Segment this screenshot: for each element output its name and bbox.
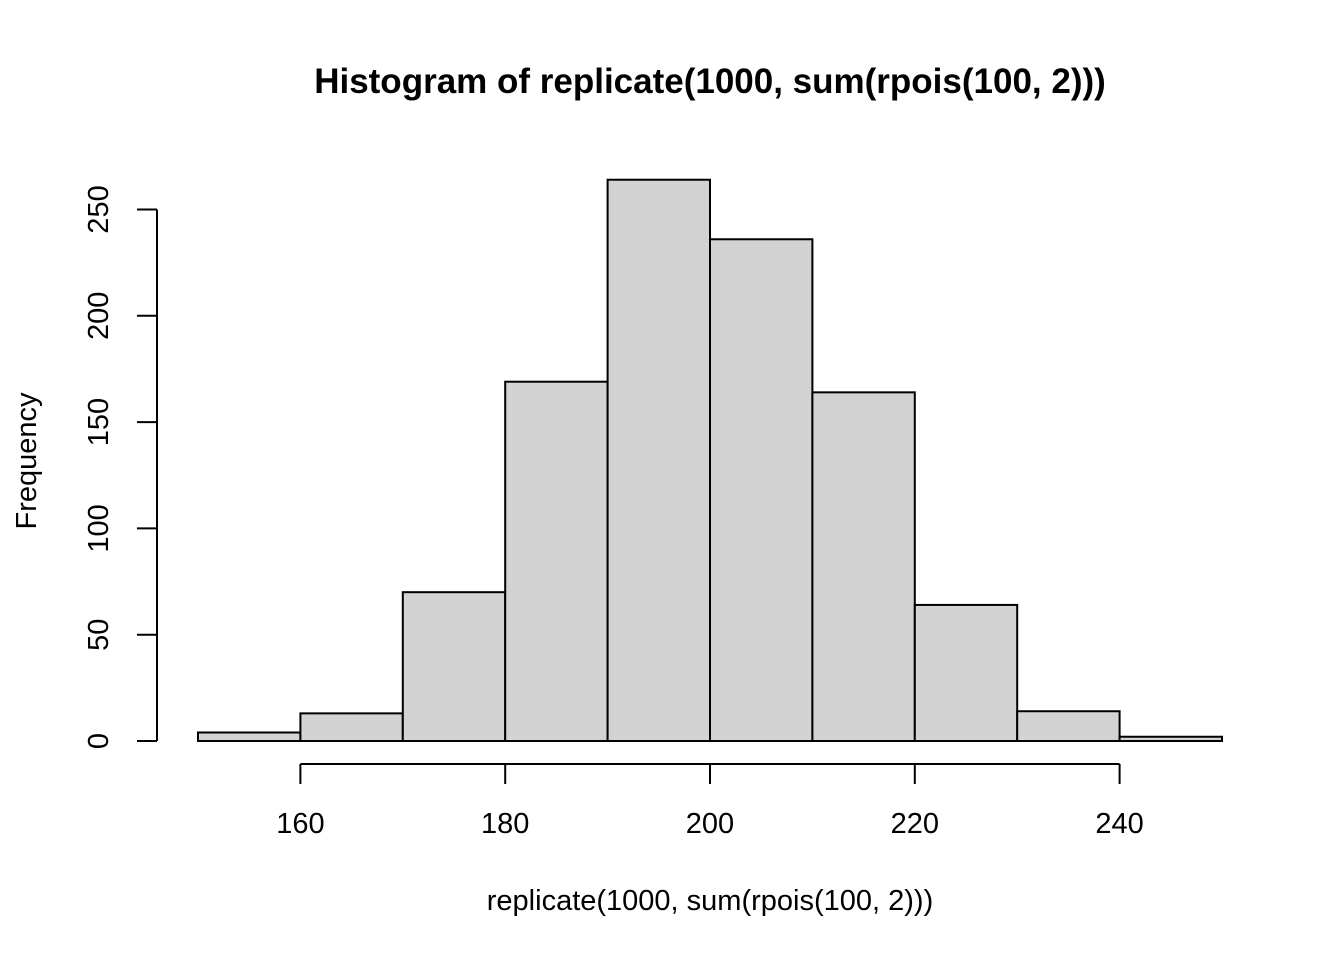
histogram-bar xyxy=(504,380,609,742)
x-tick-label: 240 xyxy=(1095,808,1143,840)
histogram-bar xyxy=(811,391,916,742)
y-tick-label: 150 xyxy=(83,398,115,446)
x-axis: 160 180 200 220 240 xyxy=(276,763,1144,840)
histogram-bars xyxy=(197,178,1223,743)
y-tick-label: 0 xyxy=(83,733,115,749)
x-tick-label: 160 xyxy=(276,808,324,840)
x-tick-label: 220 xyxy=(891,808,939,840)
chart-title: Histogram of replicate(1000, sum(rpois(1… xyxy=(314,62,1106,101)
histogram-bar xyxy=(709,238,814,742)
y-axis: 0 50 100 150 200 250 xyxy=(83,185,158,749)
y-tick-label: 100 xyxy=(83,504,115,552)
histogram-bar xyxy=(401,591,507,742)
histogram-bar xyxy=(1016,710,1121,743)
y-tick-label: 50 xyxy=(83,619,115,651)
histogram-bar xyxy=(913,603,1019,742)
histogram-bar xyxy=(197,731,302,742)
y-tick-label: 200 xyxy=(83,292,115,340)
y-axis-label: Frequency xyxy=(11,392,43,530)
y-tick-label: 250 xyxy=(83,185,115,233)
histogram-bar xyxy=(1118,735,1223,742)
x-tick-label: 180 xyxy=(481,808,529,840)
histogram-bar xyxy=(299,712,404,742)
histogram-bar xyxy=(606,178,711,742)
x-axis-label: replicate(1000, sum(rpois(100, 2))) xyxy=(487,885,933,917)
x-tick-label: 200 xyxy=(686,808,734,840)
